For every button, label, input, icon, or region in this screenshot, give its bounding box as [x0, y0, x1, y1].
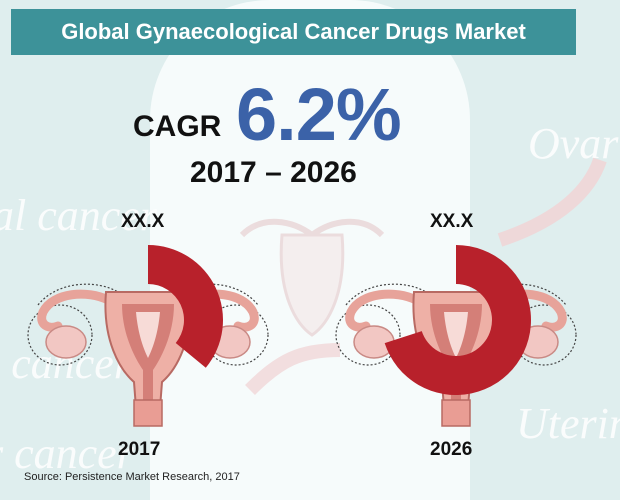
category-label: 2026 [430, 439, 473, 460]
data-label: XX.X [430, 211, 474, 232]
background-panel [150, 0, 470, 500]
donut-segment-2017 [148, 245, 224, 368]
source-note: Source: Persistence Market Research, 201… [24, 471, 240, 483]
uterus-icon [27, 283, 269, 427]
background-word: r cancer [0, 429, 134, 478]
background-uterus-icon [239, 218, 385, 337]
background-arrow [497, 157, 607, 247]
forecast-period: 2017 – 2026 [190, 156, 357, 189]
page-title: Global Gynaecological Cancer Drugs Marke… [11, 9, 576, 55]
background-arrow [245, 343, 341, 395]
background-word: al cancer [0, 191, 157, 240]
background-word: Ovari [528, 119, 620, 168]
uterus-icon [335, 283, 577, 427]
donut-segment-2026 [384, 245, 532, 395]
cagr-value: 6.2% [236, 73, 402, 156]
category-label: 2017 [118, 439, 161, 460]
cagr-label: CAGR [133, 110, 222, 143]
data-label: XX.X [121, 211, 165, 232]
background-word: Uterin [516, 399, 620, 448]
